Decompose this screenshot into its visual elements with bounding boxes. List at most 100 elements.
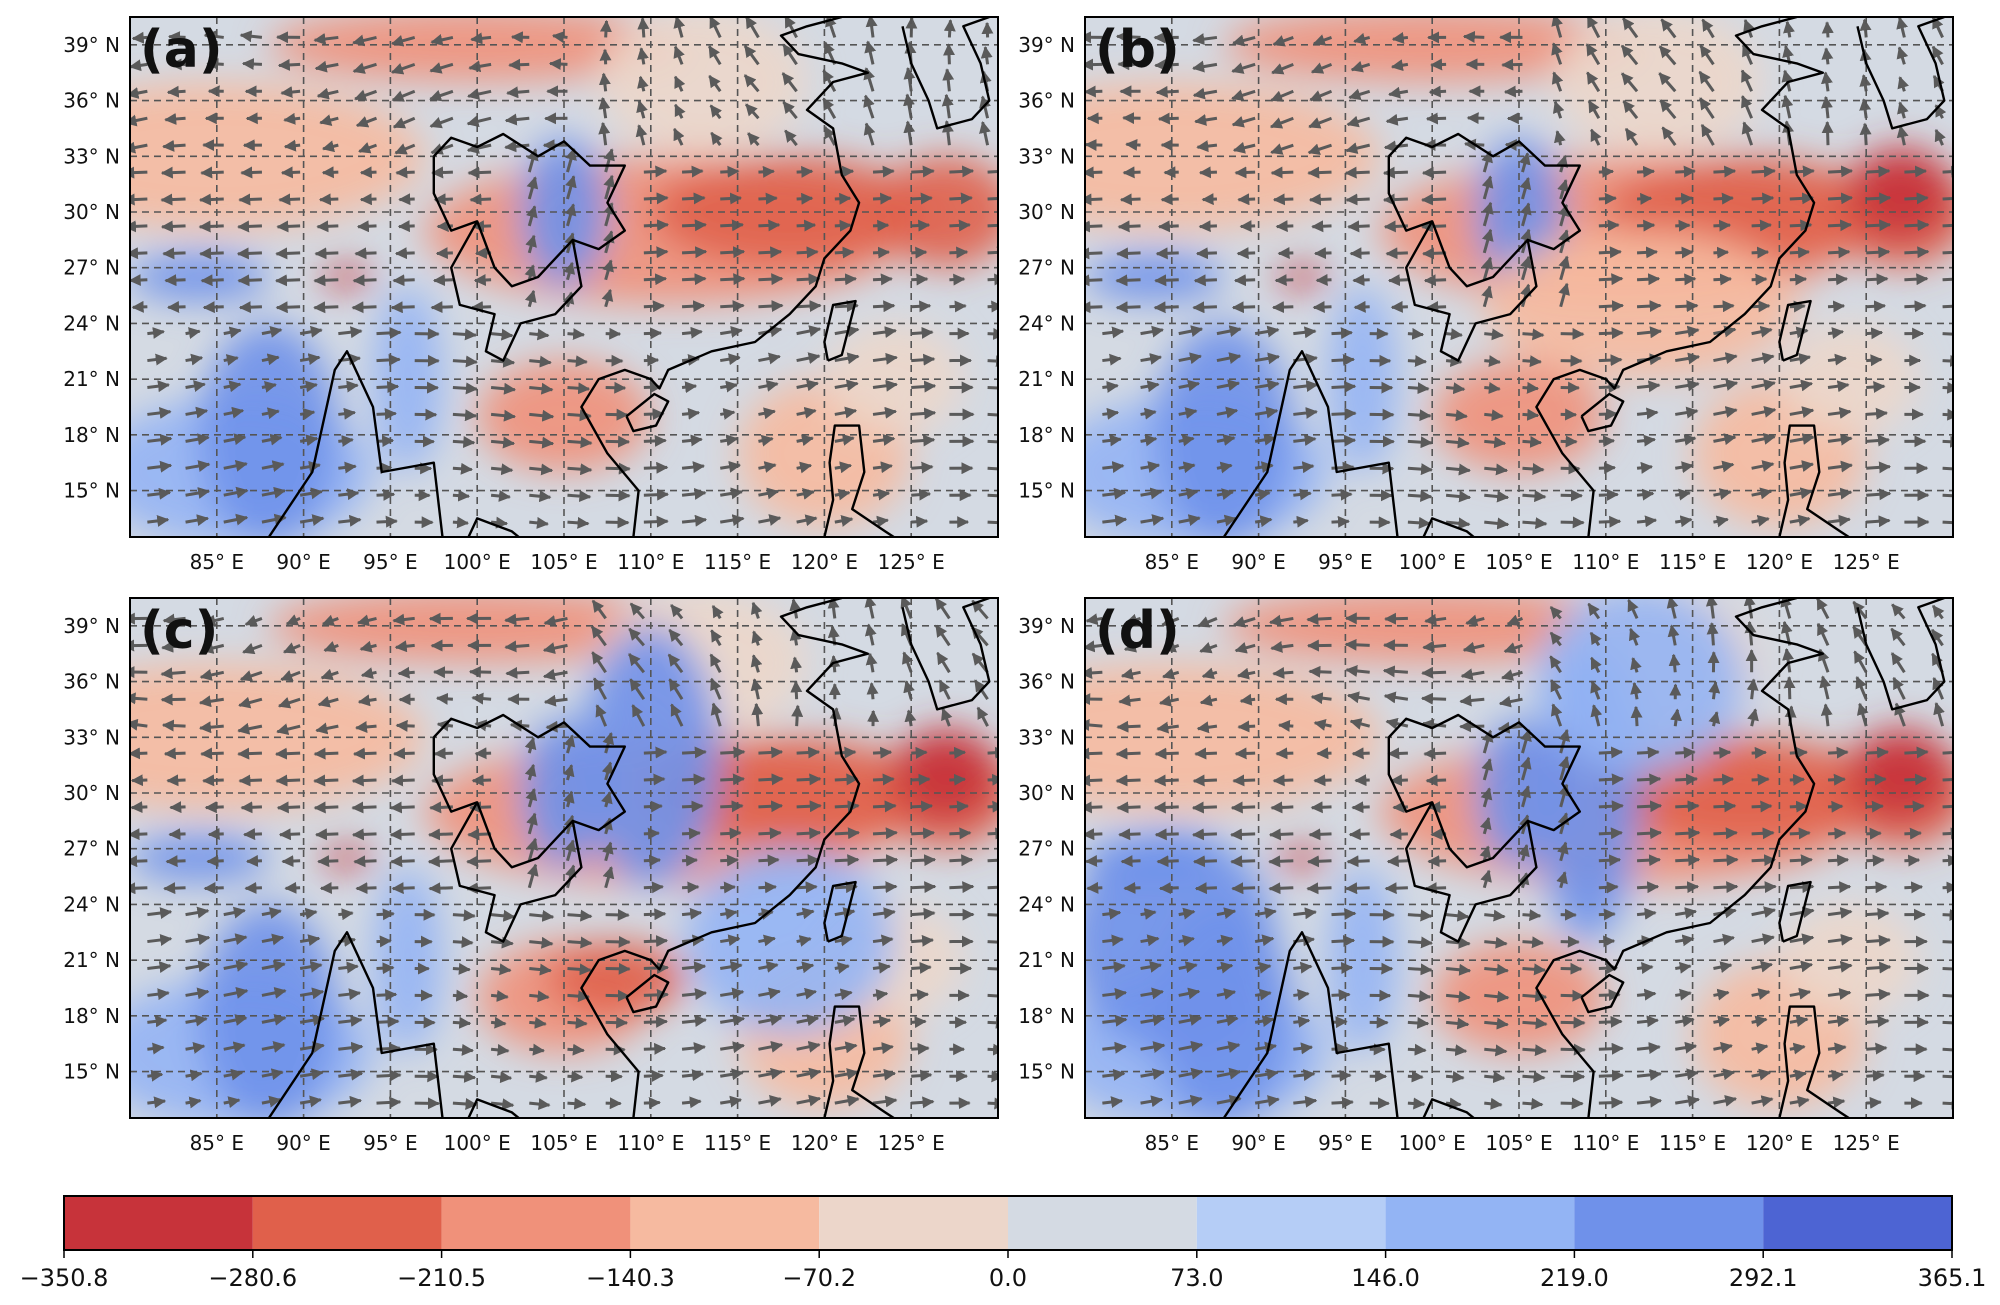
wind-vector-arrow	[313, 747, 339, 760]
wind-vector-arrow	[1783, 676, 1796, 700]
wind-vector-arrow	[1272, 667, 1294, 679]
longitude-tick-label: 100° E	[444, 550, 511, 574]
wind-vector-arrow	[1675, 273, 1697, 286]
wind-vector-arrow	[1178, 1014, 1203, 1026]
wind-vector-arrow	[834, 988, 853, 1001]
wind-vector-arrow	[338, 988, 362, 1001]
wind-vector-arrow	[1346, 115, 1371, 128]
wind-vector-arrow	[720, 1041, 745, 1054]
wind-vector-arrow	[130, 220, 148, 233]
longitude-tick-label: 100° E	[1399, 1131, 1466, 1155]
wind-vector-arrow	[1522, 1044, 1548, 1057]
wind-vector-arrow	[872, 854, 899, 867]
wind-vector-arrow	[321, 166, 339, 179]
map-frame	[129, 597, 999, 1119]
shading-patch	[1848, 728, 1953, 821]
wind-vector-arrow	[987, 827, 998, 840]
wind-vector-arrow	[643, 961, 669, 974]
wind-vector-arrow	[1751, 352, 1775, 365]
wind-vector-arrow	[1751, 219, 1772, 232]
wind-vector-arrow	[1675, 881, 1700, 894]
wind-vector-arrow	[1237, 720, 1256, 733]
wind-vector-arrow	[943, 43, 956, 65]
latitude-tick-label: 27° N	[1018, 837, 1075, 861]
colorbar: −350.8 −280.6 −210.5 −140.3 −70.2 0.0 73.0 146.…	[20, 1195, 1986, 1292]
wind-vector-arrow	[313, 301, 339, 314]
wind-vector-arrow	[394, 640, 415, 653]
wind-vector-arrow	[1270, 166, 1294, 179]
wind-vector-arrow	[357, 694, 377, 707]
wind-vector-arrow	[1254, 379, 1280, 392]
wind-vector-arrow	[1636, 461, 1654, 474]
longitude-tick-label: 90° E	[1231, 550, 1285, 574]
wind-vector-arrow	[198, 220, 224, 233]
wind-vector-arrow	[1308, 665, 1332, 678]
wind-vector-arrow	[130, 828, 148, 841]
map-field	[130, 598, 998, 1118]
wind-vector-arrow	[395, 166, 415, 179]
wind-vector-arrow	[796, 461, 813, 474]
wind-vector-arrow	[563, 790, 575, 808]
wind-vector-arrow	[720, 854, 739, 867]
wind-vector-arrow	[1866, 488, 1892, 501]
wind-vector-arrow	[987, 1070, 998, 1083]
wind-vector-arrow	[452, 409, 478, 422]
wind-vector-arrow	[1698, 97, 1715, 120]
wind-vector-arrow	[1522, 355, 1542, 368]
wind-vector-arrow	[351, 801, 377, 814]
wind-vector-arrow	[1086, 881, 1103, 894]
wind-vector-arrow	[185, 1014, 208, 1027]
wind-vector-arrow	[834, 881, 858, 894]
wind-vector-arrow	[934, 598, 951, 620]
wind-vector-arrow	[238, 193, 262, 206]
wind-vector-arrow	[529, 436, 555, 449]
wind-vector-arrow	[796, 219, 817, 232]
wind-vector-arrow	[1445, 382, 1466, 395]
wind-vector-arrow	[490, 936, 514, 949]
wind-vector-arrow	[747, 132, 760, 147]
wind-vector-arrow	[1353, 300, 1370, 313]
wind-vector-arrow	[949, 881, 975, 894]
wind-vector-arrow	[758, 854, 780, 867]
wind-vector-arrow	[834, 461, 853, 474]
wind-vector-arrow	[911, 907, 936, 920]
wind-vector-arrow	[1390, 300, 1408, 313]
colorbar-segment	[252, 1196, 442, 1250]
wind-vector-arrow	[1598, 800, 1624, 813]
wind-vector-arrow	[949, 300, 967, 313]
wind-vector-arrow	[392, 274, 415, 287]
wind-vector-arrow	[1351, 801, 1370, 814]
wind-vector-arrow	[529, 1098, 551, 1111]
wind-vector-arrow	[1392, 801, 1408, 814]
wind-vector-arrow	[681, 1042, 706, 1055]
wind-vector-arrow	[911, 488, 932, 501]
wind-vector-arrow	[1866, 407, 1889, 420]
panels-layer: (a)15° N18° N21° N24° N27° N30° N33° N36…	[63, 16, 1954, 1155]
wind-vector-arrow	[1751, 881, 1777, 894]
wind-vector-arrow	[796, 746, 821, 759]
wind-vector-arrow	[1270, 640, 1294, 653]
wind-vector-arrow	[834, 165, 855, 178]
wind-vector-arrow	[1866, 746, 1890, 759]
wind-vector-arrow	[1904, 800, 1925, 813]
wind-vector-arrow	[1316, 747, 1332, 760]
wind-vector-arrow	[351, 774, 377, 787]
wind-vector-arrow	[681, 907, 703, 920]
wind-vector-arrow	[1422, 247, 1447, 260]
wind-vector-arrow	[1598, 354, 1623, 367]
wind-vector-arrow	[274, 274, 301, 287]
wind-vector-arrow	[1231, 89, 1256, 101]
wind-vector-arrow	[1675, 488, 1691, 501]
wind-vector-arrow	[1624, 127, 1639, 146]
wind-vector-arrow	[147, 380, 170, 393]
wind-vector-arrow	[376, 988, 398, 1001]
wind-vector-arrow	[1622, 100, 1639, 120]
wind-vector-arrow	[1102, 434, 1122, 447]
wind-vector-arrow	[281, 855, 301, 868]
wind-vector-arrow	[1675, 515, 1693, 528]
wind-vector-arrow	[261, 1041, 286, 1053]
wind-vector-arrow	[130, 141, 148, 154]
wind-vector-arrow	[936, 651, 951, 674]
wind-vector-arrow	[949, 165, 975, 178]
wind-vector-arrow	[1115, 274, 1141, 287]
